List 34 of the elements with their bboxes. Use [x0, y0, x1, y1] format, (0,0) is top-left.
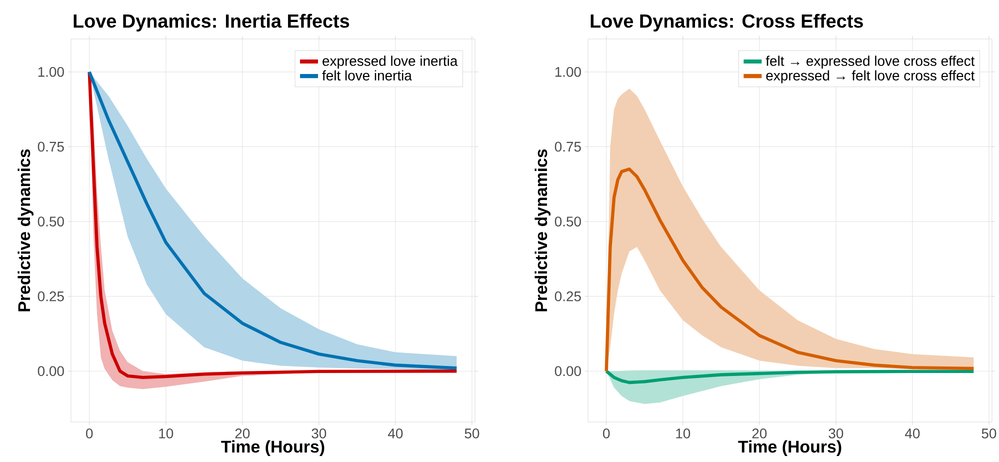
x-tick-label: 10: [159, 428, 174, 438]
legend-label: expressed love inertia: [322, 56, 458, 69]
y-tick-label: 1.00: [555, 66, 581, 77]
line-series: [604, 168, 976, 373]
x-tick-label: 0: [603, 428, 610, 438]
y-tick-label: 0.75: [38, 142, 64, 152]
y-tick-label: 0.75: [554, 142, 581, 152]
x-tick-label: 20: [235, 428, 250, 438]
y-tick-label: 0.50: [554, 216, 581, 226]
x-tick-label: 30: [312, 428, 326, 438]
line-series: [604, 370, 976, 384]
x-tick-label: 20: [752, 428, 767, 438]
chart-title: Love Dynamics: Inertia Effects: [74, 14, 350, 32]
y-tick-label: 0.50: [38, 216, 64, 226]
y-axis-title: Predictive dynamics: [534, 149, 550, 312]
chart-title: Love Dynamics: Cross Effects: [590, 14, 863, 32]
legend-label: felt → expressed love cross effect: [766, 56, 975, 69]
x-tick-label: 40: [388, 428, 403, 438]
y-axis-title: Predictive dynamics: [18, 149, 34, 312]
y-tick-label: 1.00: [38, 66, 64, 77]
x-tick-label: 30: [828, 428, 844, 438]
legend-label: felt love inertia: [322, 70, 412, 81]
y-tick-label: 0.00: [554, 366, 581, 376]
y-tick-label: 0.00: [38, 366, 64, 376]
x-axis-title: Time (Hours): [221, 440, 324, 456]
y-tick-label: 0.25: [38, 291, 64, 302]
x-tick-label: 50: [982, 428, 996, 438]
x-tick-label: 40: [904, 428, 920, 438]
y-tick-label: 0.25: [554, 291, 581, 302]
x-tick-label: 50: [464, 428, 480, 438]
x-axis-title: Time (Hours): [738, 440, 842, 456]
legend-label: expressed → felt love cross effect: [766, 70, 975, 84]
x-tick-label: 10: [676, 428, 690, 438]
x-tick-label: 0: [86, 428, 93, 438]
